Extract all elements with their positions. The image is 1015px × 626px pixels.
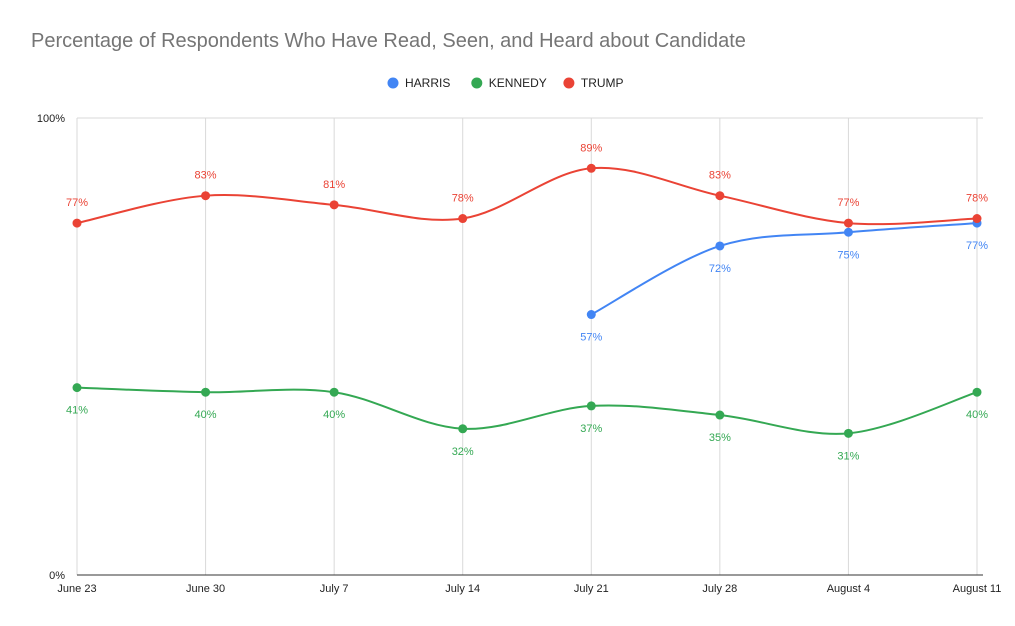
data-label-trump: 83%	[709, 170, 731, 182]
legend-label-harris: HARRIS	[405, 76, 450, 90]
data-label-kennedy: 32%	[452, 446, 474, 458]
data-label-harris: 75%	[837, 249, 859, 261]
data-label-trump: 77%	[837, 197, 859, 209]
data-label-kennedy: 35%	[709, 432, 731, 444]
x-tick-label: June 23	[57, 583, 96, 595]
data-label-trump: 89%	[580, 142, 602, 154]
data-label-harris: 72%	[709, 263, 731, 275]
data-point-trump	[843, 218, 853, 228]
data-point-trump	[972, 214, 982, 224]
x-tick-label: June 30	[186, 583, 225, 595]
data-label-trump: 83%	[195, 170, 217, 182]
data-point-harris	[715, 241, 725, 251]
legend-marker-trump	[563, 77, 575, 89]
data-point-kennedy	[72, 383, 82, 393]
legend-marker-harris	[387, 77, 399, 89]
data-point-trump	[715, 191, 725, 201]
data-label-kennedy: 40%	[323, 409, 345, 421]
data-point-kennedy	[715, 410, 725, 420]
x-tick-label: July 7	[320, 583, 349, 595]
series-line-kennedy	[76, 386, 978, 435]
data-label-kennedy: 40%	[966, 409, 988, 421]
series-line-harris	[590, 222, 978, 316]
data-point-kennedy	[972, 387, 982, 397]
data-label-kennedy: 31%	[837, 450, 859, 462]
x-tick-label: July 21	[574, 583, 609, 595]
data-point-trump	[586, 163, 596, 173]
legend-marker-kennedy	[471, 77, 483, 89]
data-label-kennedy: 40%	[195, 409, 217, 421]
data-label-harris: 77%	[966, 240, 988, 252]
series-line-trump	[76, 166, 978, 226]
data-point-kennedy	[843, 428, 853, 438]
data-label-trump: 77%	[66, 197, 88, 209]
data-point-harris	[586, 310, 596, 320]
data-point-kennedy	[458, 424, 468, 434]
data-point-trump	[329, 200, 339, 210]
data-point-trump	[458, 214, 468, 224]
data-point-kennedy	[586, 401, 596, 411]
data-label-trump: 78%	[452, 193, 474, 205]
data-point-kennedy	[201, 387, 211, 397]
y-tick-label: 0%	[49, 570, 65, 582]
x-tick-label: July 28	[702, 583, 737, 595]
legend-label-trump: TRUMP	[581, 76, 624, 90]
y-tick-label: 100%	[37, 113, 65, 125]
data-label-kennedy: 37%	[580, 423, 602, 435]
legend-label-kennedy: KENNEDY	[489, 76, 547, 90]
data-label-trump: 81%	[323, 179, 345, 191]
data-point-trump	[201, 191, 211, 201]
x-tick-label: August 11	[953, 583, 1002, 595]
data-point-trump	[72, 218, 82, 228]
data-point-kennedy	[329, 387, 339, 397]
data-label-kennedy: 41%	[66, 405, 88, 417]
x-tick-label: July 14	[445, 583, 480, 595]
chart-title: Percentage of Respondents Who Have Read,…	[31, 30, 746, 52]
data-label-harris: 57%	[580, 332, 602, 344]
data-label-trump: 78%	[966, 193, 988, 205]
data-point-harris	[843, 227, 853, 237]
x-tick-label: August 4	[827, 583, 870, 595]
